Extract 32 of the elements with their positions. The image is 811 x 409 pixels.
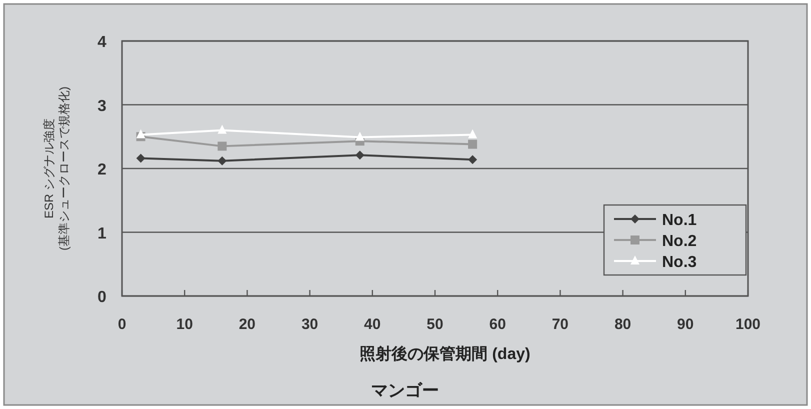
x-tick-label: 30: [301, 316, 318, 333]
point: [218, 156, 227, 166]
y-axis-title: ESR シグナル強度 (基準シュークロースで規格化): [42, 86, 71, 250]
x-axis-title: 照射後の保管期間 (day): [360, 345, 530, 363]
text: マンゴー: [371, 381, 439, 400]
x-tick-label: 0: [118, 316, 126, 333]
point: [468, 140, 478, 149]
legend-label: No.2: [662, 233, 697, 250]
x-tick-label: 10: [176, 316, 193, 333]
x-tick-label: 70: [552, 316, 569, 333]
x-tick-label: 50: [426, 316, 444, 333]
point: [355, 132, 364, 141]
x-tick-label: 40: [364, 316, 381, 333]
y-tick-label: 0: [98, 289, 107, 306]
legend-label: No.1: [662, 212, 697, 229]
y-tick-label: 4: [98, 34, 107, 51]
x-tick-label: 100: [735, 316, 761, 333]
x-tick-label: 80: [614, 316, 632, 333]
point: [136, 129, 146, 138]
point: [355, 150, 364, 160]
y-tick-label: 1: [98, 225, 107, 242]
y-tick-label: 3: [98, 98, 107, 115]
x-tick-label: 60: [489, 316, 506, 333]
point: [468, 155, 478, 164]
x-tick-label: 90: [677, 316, 694, 333]
point: [218, 142, 227, 151]
x-tick-label: 20: [238, 316, 256, 333]
point: [218, 124, 227, 134]
legend-label: No.3: [662, 254, 697, 271]
point: [468, 129, 478, 138]
point: [136, 154, 146, 163]
y-tick-label: 2: [98, 162, 107, 178]
